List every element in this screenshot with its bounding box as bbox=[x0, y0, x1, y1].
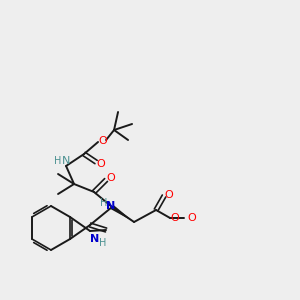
Text: H: H bbox=[100, 198, 108, 208]
Text: O: O bbox=[97, 159, 105, 169]
Text: O: O bbox=[99, 136, 107, 146]
Text: O: O bbox=[188, 213, 197, 223]
Text: O: O bbox=[165, 190, 173, 200]
Text: H: H bbox=[54, 156, 62, 166]
Text: N: N bbox=[90, 234, 100, 244]
Text: O: O bbox=[171, 213, 179, 223]
Polygon shape bbox=[111, 205, 134, 222]
Text: N: N bbox=[62, 156, 70, 166]
Text: H: H bbox=[99, 238, 107, 248]
Text: O: O bbox=[107, 173, 116, 183]
Text: N: N bbox=[106, 201, 116, 211]
